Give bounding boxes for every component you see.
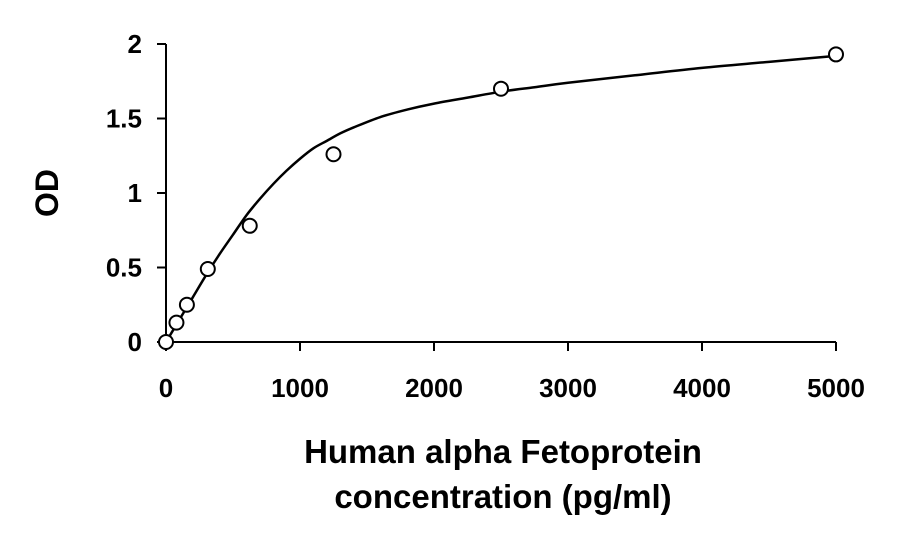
data-point — [178, 296, 195, 313]
x-axis-title-line-2: concentration (pg/ml) — [334, 478, 671, 515]
x-axis-title-line-1: Human alpha Fetoprotein — [304, 433, 702, 470]
y-tick-label: 1 — [128, 178, 142, 208]
y-tick-label: 2 — [128, 29, 142, 59]
data-point — [168, 314, 185, 331]
x-ticks: 0 1000 2000 3000 4000 5000 — [159, 342, 865, 403]
x-tick-label: 1000 — [271, 373, 329, 403]
y-ticks: 0 0.5 1 1.5 2 — [106, 29, 166, 357]
x-tick-label: 3000 — [539, 373, 597, 403]
x-tick-label: 4000 — [673, 373, 731, 403]
data-point — [199, 260, 216, 277]
x-tick-label: 5000 — [807, 373, 865, 403]
data-point — [493, 80, 509, 97]
x-tick-label: 0 — [159, 373, 173, 403]
y-axis-title: OD — [29, 169, 65, 217]
y-tick-label: 0 — [128, 327, 142, 357]
data-point — [158, 334, 174, 350]
data-point — [241, 217, 258, 234]
data-point — [325, 146, 342, 163]
fit-curve — [164, 54, 837, 343]
x-tick-label: 2000 — [405, 373, 463, 403]
y-tick-label: 0.5 — [106, 253, 142, 283]
data-point — [828, 46, 844, 63]
data-points — [158, 46, 844, 350]
y-tick-label: 1.5 — [106, 104, 142, 134]
